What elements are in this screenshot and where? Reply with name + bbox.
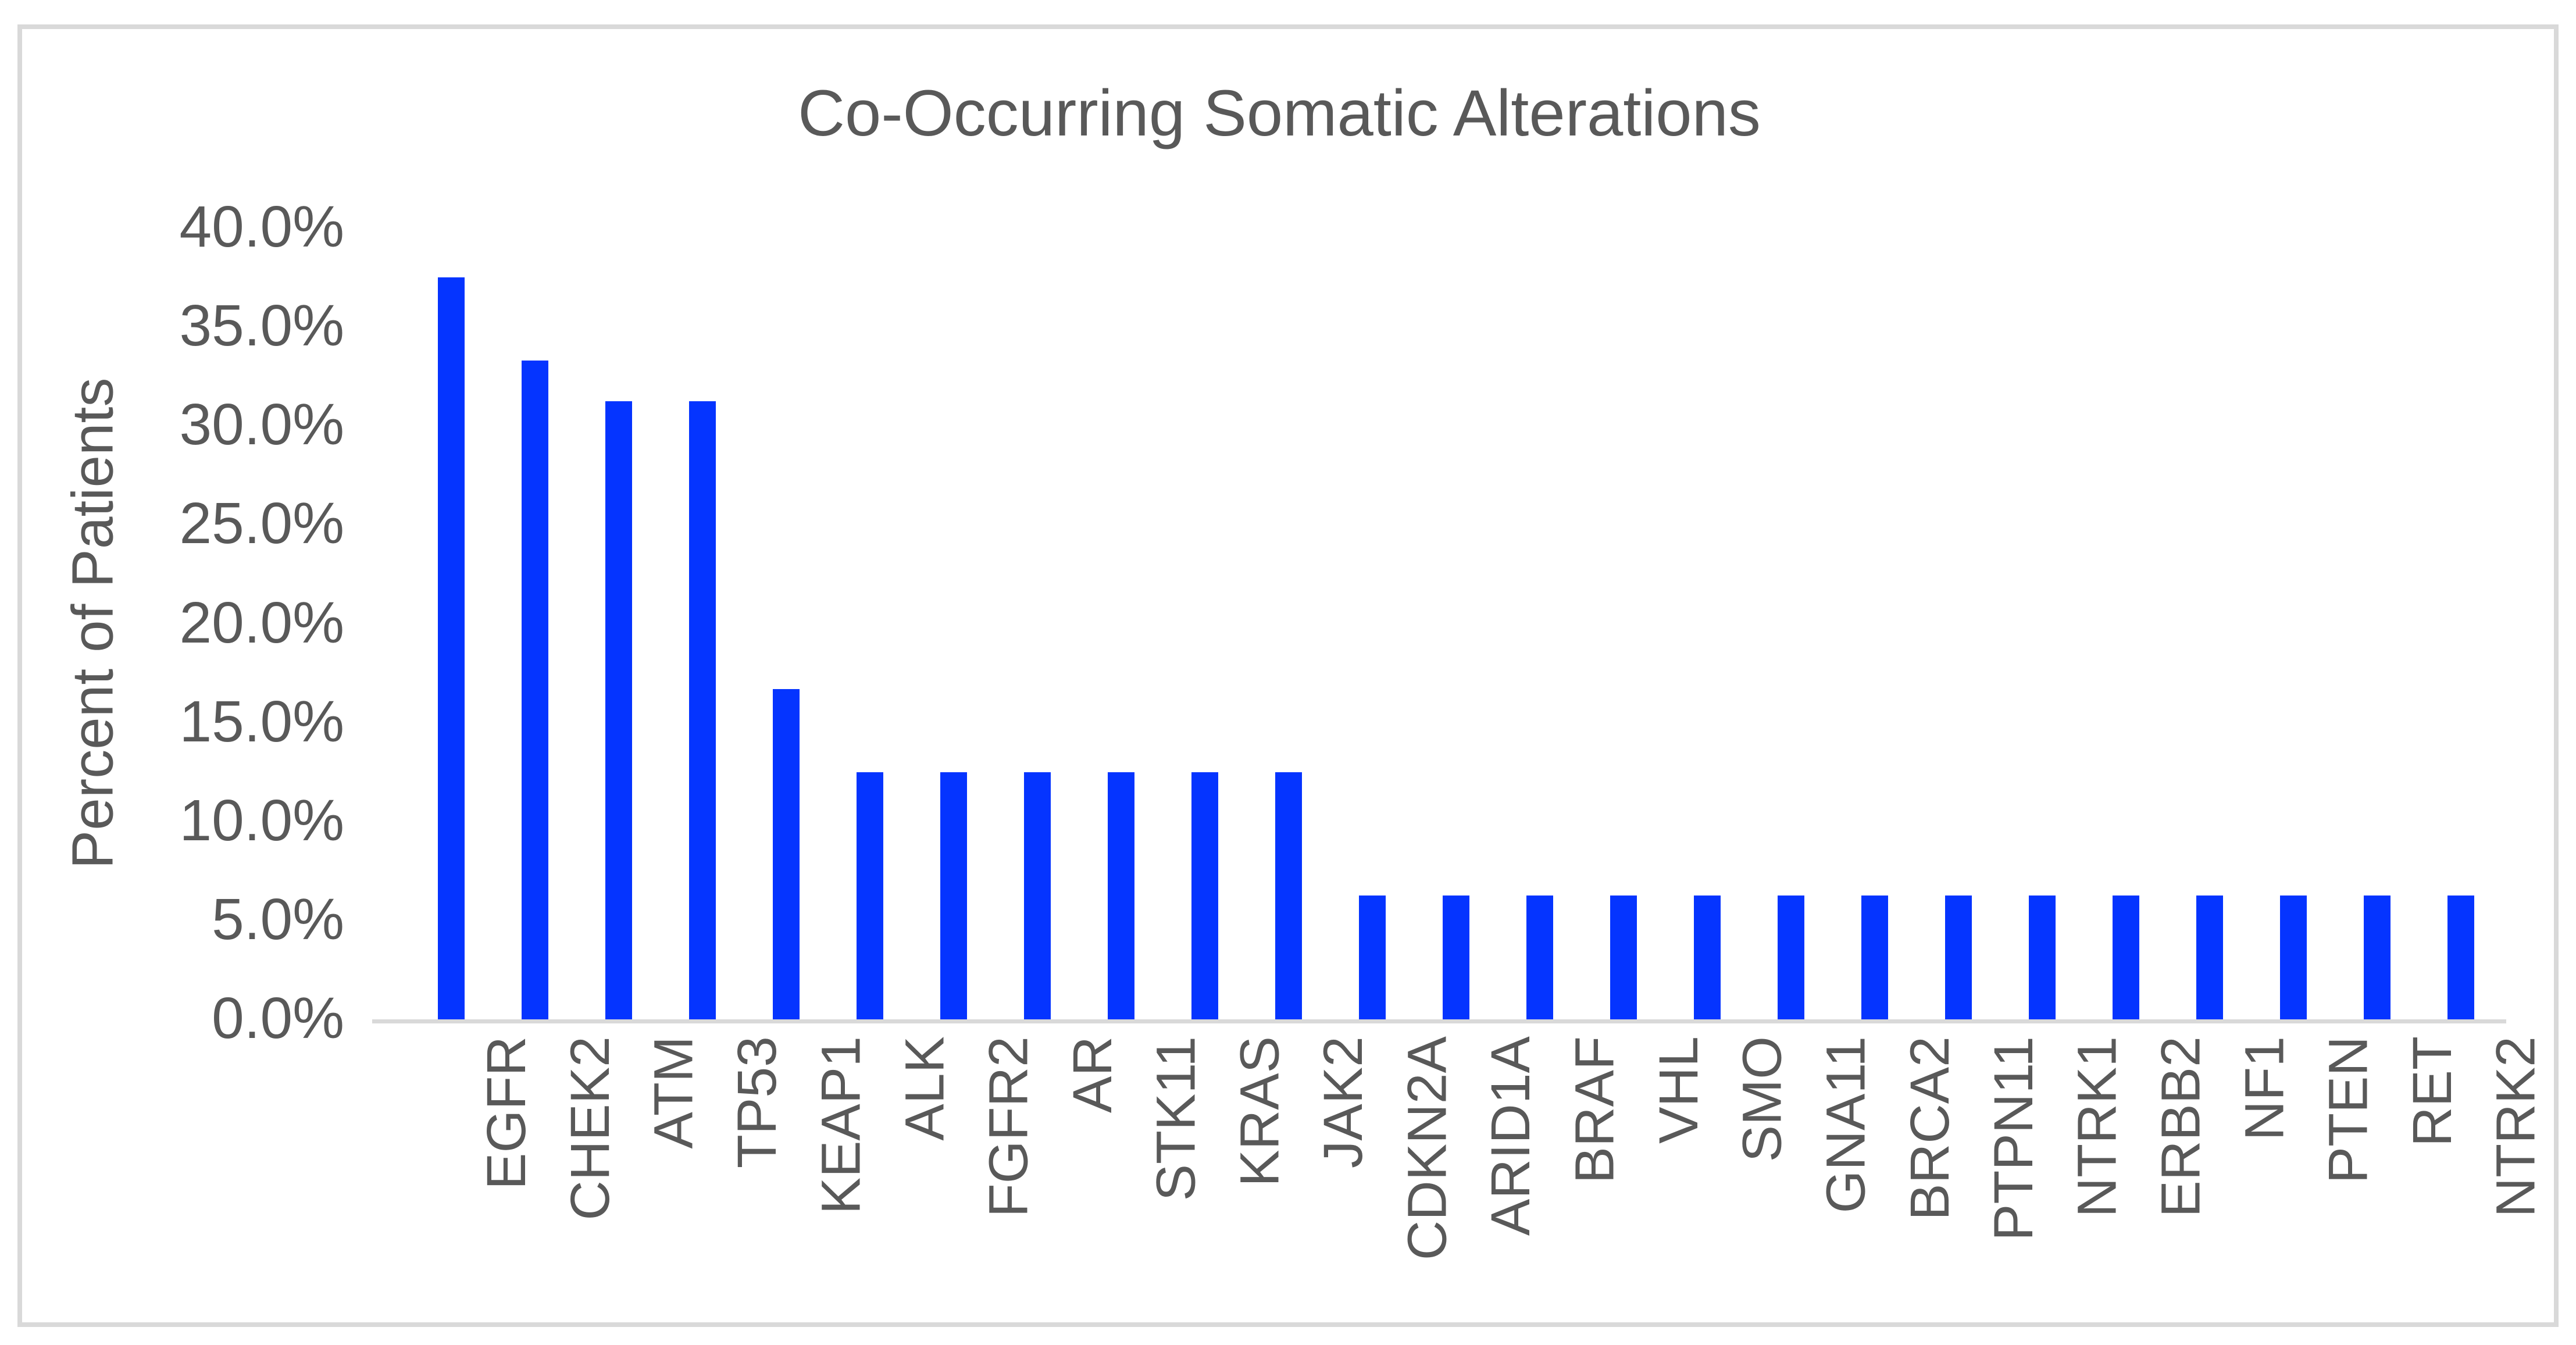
x-axis-label-JAK2: JAK2 [1312,1036,1375,1169]
bar-EGFR [438,277,465,1019]
bar-AR [1024,772,1051,1019]
bar-JAK2 [1275,772,1302,1019]
bar-FGFR2 [940,772,967,1019]
x-axis-label-PTEN: PTEN [2317,1036,2379,1184]
y-tick-label-30.0%: 30.0% [179,392,344,458]
bar-BRAF [1526,896,1553,1019]
bar-PTPN11 [1945,896,1972,1019]
bar-BRCA2 [1861,896,1888,1019]
bar-NF1 [2196,896,2223,1019]
x-axis-label-EGFR: EGFR [475,1036,537,1190]
x-axis-label-ATM: ATM [643,1036,705,1149]
x-axis-line [372,1019,2506,1023]
bar-ARID1A [1443,896,1469,1019]
x-axis-label-TP53: TP53 [726,1036,789,1169]
x-axis-label-SMO: SMO [1731,1036,1793,1162]
bar-SMO [1694,896,1721,1019]
x-axis-label-RET: RET [2401,1036,2463,1147]
x-axis-label-CHEK2: CHEK2 [559,1036,621,1221]
bar-VHL [1610,896,1637,1019]
bar-NTRK2 [2447,896,2474,1019]
x-axis-label-BRCA2: BRCA2 [1899,1036,1961,1221]
bar-PTEN [2280,896,2307,1019]
y-axis-title: Percent of Patients [60,377,126,869]
x-axis-label-NTRK1: NTRK1 [2066,1036,2128,1218]
y-tick-label-20.0%: 20.0% [179,590,344,655]
bar-KRAS [1191,772,1218,1019]
y-tick-label-25.0%: 25.0% [179,491,344,556]
bar-RET [2364,896,2391,1019]
chart-title: Co-Occurring Somatic Alterations [798,77,1761,149]
x-axis-label-AR: AR [1061,1036,1123,1113]
x-axis-label-ERBB2: ERBB2 [2150,1036,2212,1218]
bar-ERBB2 [2113,896,2139,1019]
x-axis-label-NF1: NF1 [2234,1036,2296,1141]
x-axis-label-FGFR2: FGFR2 [977,1036,1040,1218]
y-tick-label-15.0%: 15.0% [179,688,344,754]
x-axis-label-KRAS: KRAS [1229,1036,1291,1187]
x-axis-label-BRAF: BRAF [1564,1036,1626,1184]
bar-ATM [605,401,632,1019]
x-axis-label-KEAP1: KEAP1 [810,1036,872,1215]
y-tick-label-35.0%: 35.0% [179,293,344,359]
bar-NTRK1 [2029,896,2056,1019]
x-axis-label-ALK: ALK [894,1036,956,1141]
bar-KEAP1 [773,689,800,1019]
x-axis-label-CDKN2A: CDKN2A [1396,1036,1458,1261]
bar-GNA11 [1778,896,1804,1019]
x-axis-label-ARID1A: ARID1A [1480,1036,1542,1236]
y-tick-label-40.0%: 40.0% [179,194,344,259]
bar-STK11 [1108,772,1134,1019]
y-tick-label-0.0%: 0.0% [212,986,344,1051]
x-axis-label-PTPN11: PTPN11 [1982,1036,2045,1241]
bar-TP53 [689,401,716,1019]
x-axis-label-VHL: VHL [1647,1036,1710,1144]
y-tick-label-10.0%: 10.0% [179,787,344,853]
x-axis-label-NTRK2: NTRK2 [2485,1036,2547,1218]
y-tick-label-5.0%: 5.0% [212,886,344,952]
bar-ALK [857,772,883,1019]
bar-CHEK2 [522,361,548,1019]
x-axis-label-GNA11: GNA11 [1815,1036,1877,1214]
x-axis-label-STK11: STK11 [1145,1036,1207,1201]
bar-CDKN2A [1359,896,1386,1019]
